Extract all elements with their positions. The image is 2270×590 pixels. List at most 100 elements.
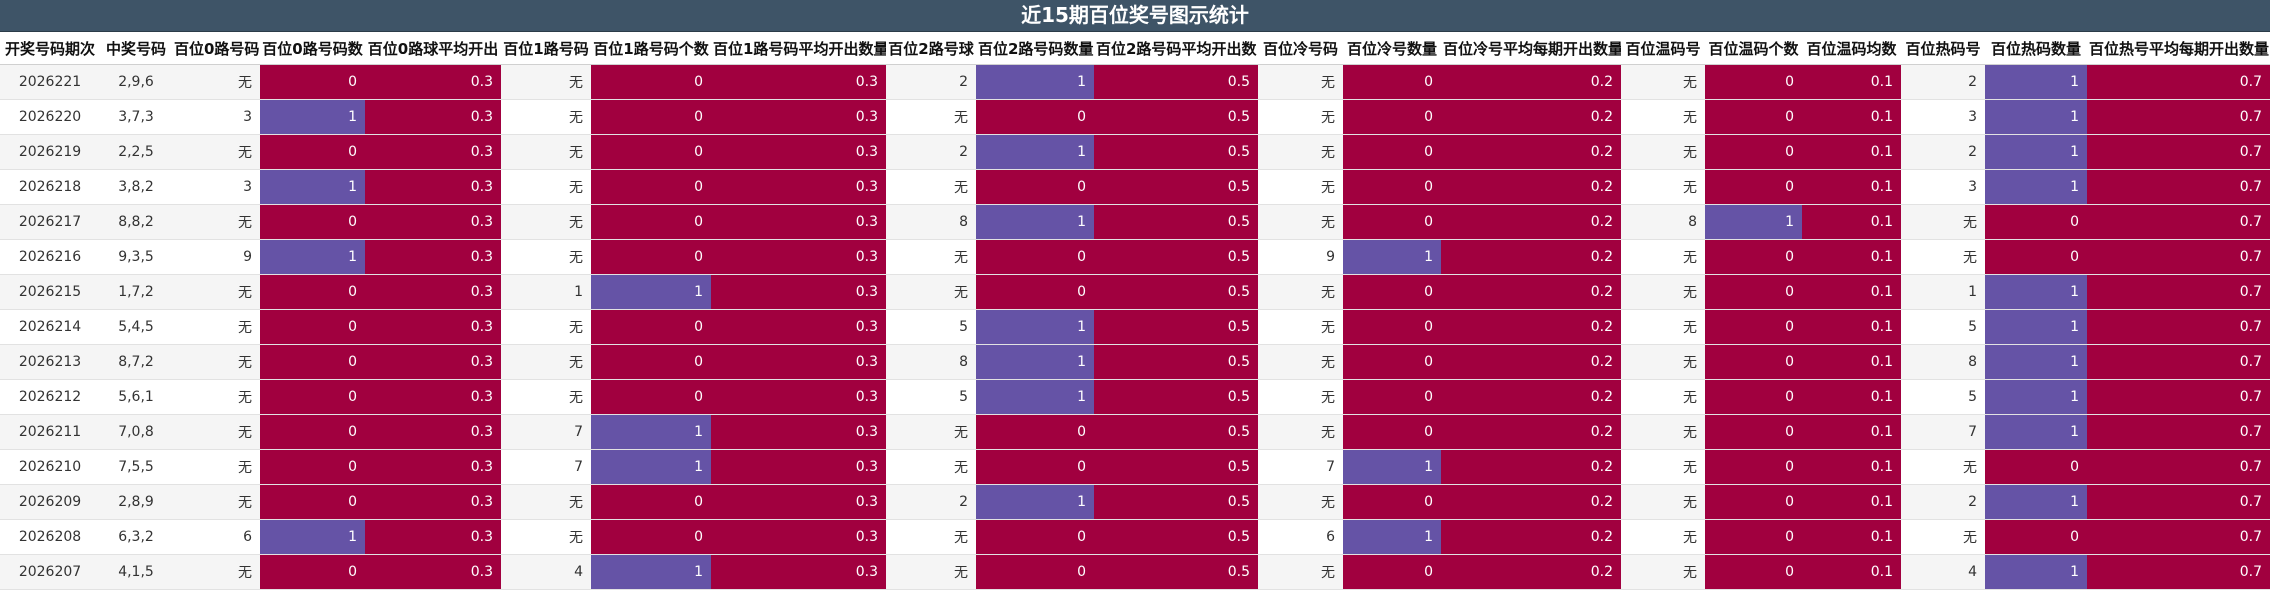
number-cell: 5: [886, 309, 976, 345]
winning-number-cell: 2,2,5: [100, 134, 172, 170]
number-cell: 无: [501, 169, 591, 205]
average-cell: 0.7: [2087, 134, 2270, 170]
column-header: 百位1路号码平均开出数量: [711, 32, 886, 65]
number-cell: 2: [886, 134, 976, 170]
average-cell: 0.3: [711, 274, 886, 310]
average-cell: 0.1: [1802, 204, 1901, 240]
average-cell: 0.2: [1441, 379, 1621, 415]
count-cell: 0: [591, 204, 711, 240]
winning-number-cell: 7,0,8: [100, 414, 172, 450]
average-cell: 0.7: [2087, 274, 2270, 310]
winning-number-cell: 2,8,9: [100, 484, 172, 520]
count-cell: 0: [1343, 274, 1441, 310]
count-cell: 0: [976, 554, 1094, 590]
winning-number-cell: 1,7,2: [100, 274, 172, 310]
average-cell: 0.5: [1094, 309, 1258, 345]
number-cell: 无: [1258, 344, 1343, 380]
number-cell: 无: [1258, 204, 1343, 240]
number-cell: 无: [172, 274, 260, 310]
number-cell: 无: [172, 414, 260, 450]
average-cell: 0.1: [1802, 64, 1901, 100]
number-cell: 无: [501, 309, 591, 345]
average-cell: 0.7: [2087, 239, 2270, 275]
column-header: 百位冷号码: [1258, 32, 1343, 65]
count-cell: 0: [1985, 449, 2087, 485]
count-cell: 1: [591, 554, 711, 590]
count-cell: 0: [976, 99, 1094, 135]
count-cell: 0: [976, 519, 1094, 555]
number-cell: 9: [172, 239, 260, 275]
column-header: 百位热号平均每期开出数量: [2087, 32, 2270, 65]
count-cell: 0: [1705, 239, 1802, 275]
number-cell: 无: [886, 169, 976, 205]
average-cell: 0.5: [1094, 169, 1258, 205]
count-cell: 0: [260, 344, 365, 380]
number-cell: 无: [1621, 64, 1705, 100]
number-cell: 无: [1258, 169, 1343, 205]
number-cell: 无: [1621, 344, 1705, 380]
column-header: 百位0路号码数: [260, 32, 365, 65]
number-cell: 2: [1901, 64, 1985, 100]
table-header-row: 开奖号码期次 中奖号码 百位0路号码 百位0路号码数 百位0路球平均开出 百位1路号码 百位…: [0, 32, 2270, 65]
average-cell: 0.7: [2087, 64, 2270, 100]
average-cell: 0.5: [1094, 414, 1258, 450]
winning-number-cell: 8,8,2: [100, 204, 172, 240]
average-cell: 0.3: [365, 99, 501, 135]
average-cell: 0.7: [2087, 449, 2270, 485]
count-cell: 0: [1705, 344, 1802, 380]
average-cell: 0.2: [1441, 169, 1621, 205]
count-cell: 1: [260, 99, 365, 135]
count-cell: 1: [260, 169, 365, 205]
period-cell: 2026215: [0, 274, 100, 310]
number-cell: 2: [1901, 484, 1985, 520]
table-row: 2026213 8,7,2 无 0 0.3 无 0 0.3 8 1 0.5 无 0 0.2 无 0 0.1 8 1 0…: [0, 344, 2270, 380]
number-cell: 1: [501, 274, 591, 310]
count-cell: 0: [1705, 379, 1802, 415]
average-cell: 0.1: [1802, 484, 1901, 520]
average-cell: 0.3: [365, 554, 501, 590]
period-cell: 2026219: [0, 134, 100, 170]
number-cell: 无: [886, 239, 976, 275]
count-cell: 0: [1343, 414, 1441, 450]
number-cell: 无: [1901, 449, 1985, 485]
column-header: 百位1路号码个数: [591, 32, 711, 65]
average-cell: 0.7: [2087, 519, 2270, 555]
count-cell: 0: [260, 64, 365, 100]
count-cell: 0: [591, 379, 711, 415]
number-cell: 5: [1901, 309, 1985, 345]
number-cell: 无: [172, 554, 260, 590]
count-cell: 0: [1343, 64, 1441, 100]
count-cell: 1: [976, 134, 1094, 170]
period-cell: 2026217: [0, 204, 100, 240]
average-cell: 0.3: [711, 99, 886, 135]
average-cell: 0.3: [711, 204, 886, 240]
average-cell: 0.2: [1441, 484, 1621, 520]
number-cell: 无: [501, 519, 591, 555]
average-cell: 0.5: [1094, 64, 1258, 100]
average-cell: 0.3: [711, 239, 886, 275]
number-cell: 无: [501, 484, 591, 520]
winning-number-cell: 7,5,5: [100, 449, 172, 485]
number-cell: 无: [1258, 414, 1343, 450]
table-row: 2026207 4,1,5 无 0 0.3 4 1 0.3 无 0 0.5 无 0 0.2 无 0 0.1 4 1 0…: [0, 554, 2270, 590]
average-cell: 0.1: [1802, 239, 1901, 275]
number-cell: 无: [1901, 239, 1985, 275]
average-cell: 0.1: [1802, 309, 1901, 345]
count-cell: 1: [260, 519, 365, 555]
count-cell: 1: [976, 484, 1094, 520]
average-cell: 0.3: [365, 169, 501, 205]
average-cell: 0.5: [1094, 239, 1258, 275]
table-row: 2026215 1,7,2 无 0 0.3 1 1 0.3 无 0 0.5 无 0 0.2 无 0 0.1 1 1 0…: [0, 274, 2270, 310]
table-row: 2026212 5,6,1 无 0 0.3 无 0 0.3 5 1 0.5 无 0 0.2 无 0 0.1 5 1 0…: [0, 379, 2270, 415]
average-cell: 0.3: [711, 134, 886, 170]
number-cell: 无: [1258, 274, 1343, 310]
average-cell: 0.5: [1094, 274, 1258, 310]
average-cell: 0.7: [2087, 554, 2270, 590]
column-header: 百位温码均数: [1802, 32, 1901, 65]
winning-number-cell: 8,7,2: [100, 344, 172, 380]
count-cell: 1: [976, 379, 1094, 415]
count-cell: 0: [1705, 274, 1802, 310]
count-cell: 1: [591, 449, 711, 485]
number-cell: 8: [886, 344, 976, 380]
